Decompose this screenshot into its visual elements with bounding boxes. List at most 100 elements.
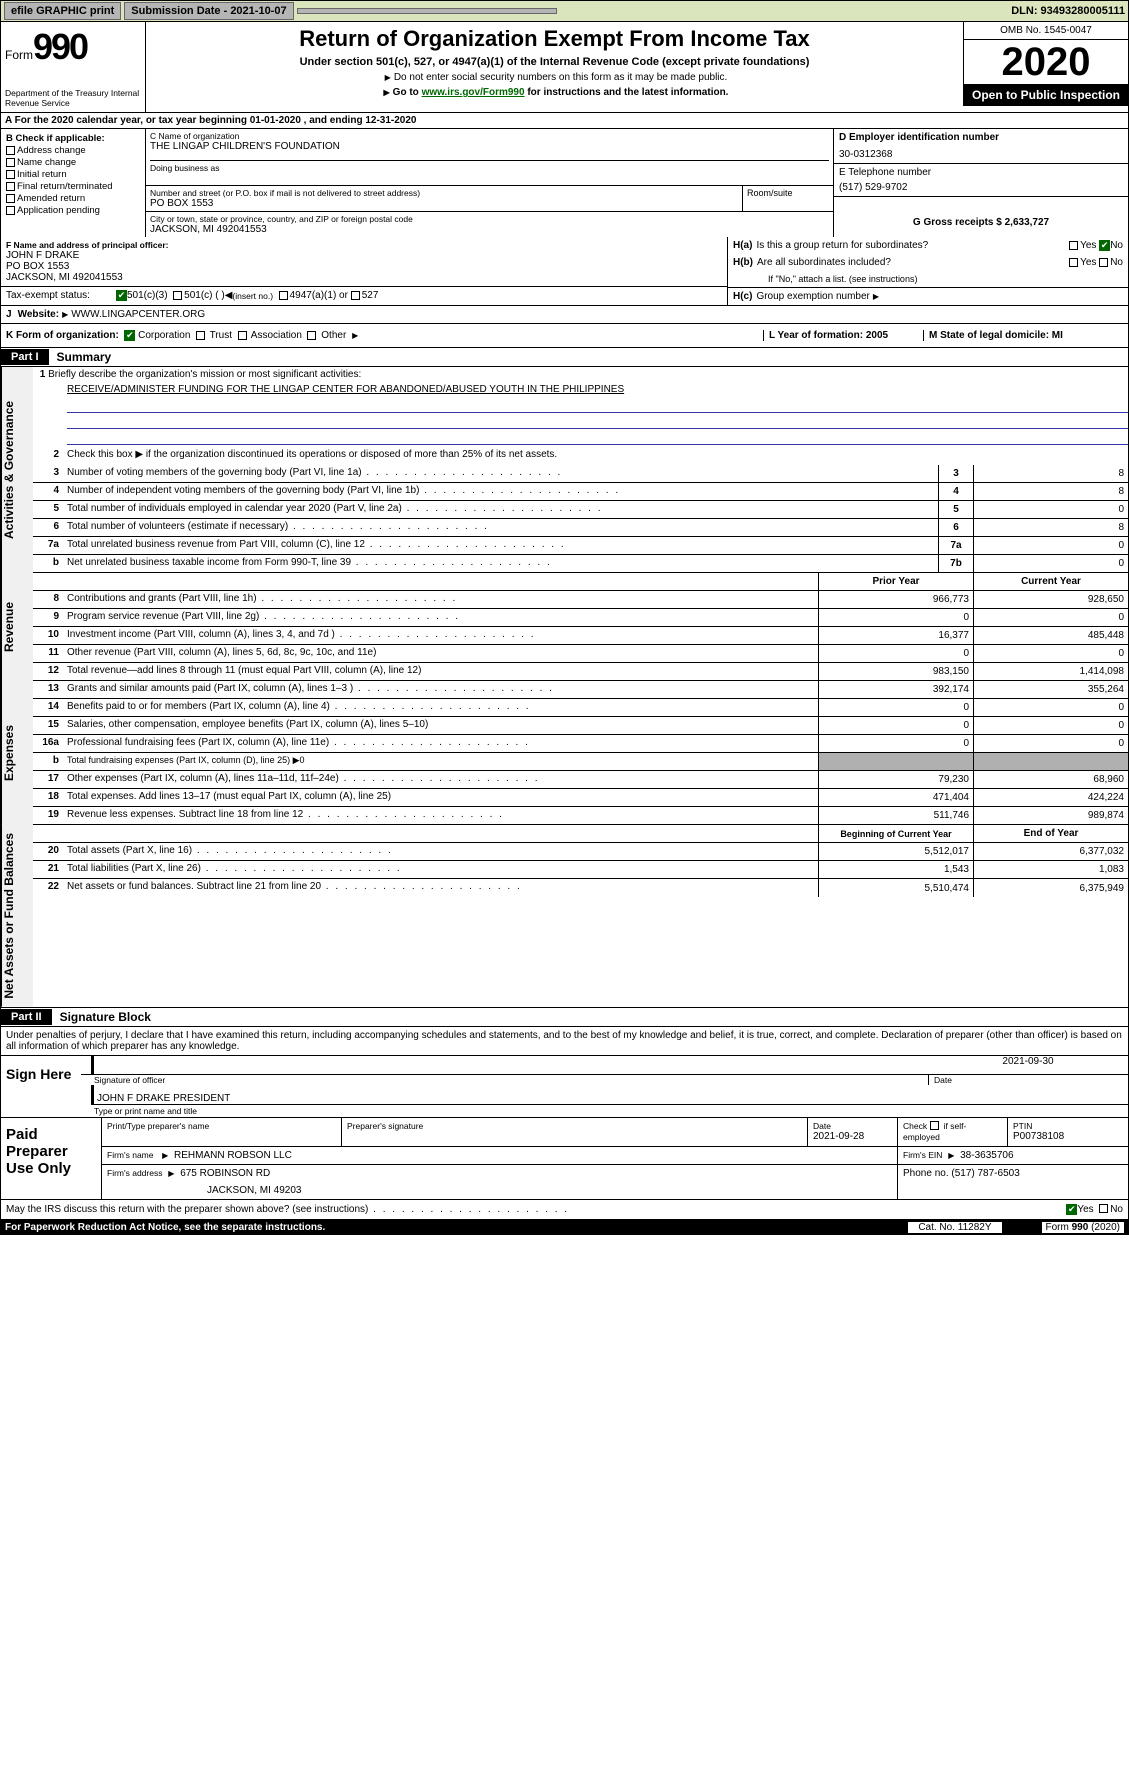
line16a-text: Professional fundraising fees (Part IX, … — [63, 735, 818, 752]
ein-value: 30-0312368 — [839, 149, 1123, 160]
line12-text: Total revenue—add lines 8 through 11 (mu… — [63, 663, 818, 680]
footer: For Paperwork Reduction Act Notice, see … — [0, 1220, 1129, 1235]
officer-addr2: JACKSON, MI 492041553 — [6, 272, 722, 283]
form-title: Return of Organization Exempt From Incom… — [150, 26, 959, 52]
state-domicile: M State of legal domicile: MI — [923, 330, 1123, 341]
line5-text: Total number of individuals employed in … — [63, 501, 938, 518]
checkbox-association[interactable] — [238, 331, 247, 340]
tax-year: 2020 — [964, 40, 1128, 84]
form-word: Form — [5, 48, 33, 62]
checkbox-self-employed[interactable] — [930, 1121, 939, 1130]
room-label: Room/suite — [743, 186, 833, 211]
discuss-no[interactable] — [1099, 1204, 1108, 1213]
checkbox-final-return[interactable] — [6, 182, 15, 191]
hb-text: Are all subordinates included? — [757, 257, 891, 268]
line7b-text: Net unrelated business taxable income fr… — [63, 555, 938, 572]
website-link[interactable]: WWW.LINGAPCENTER.ORG — [71, 309, 205, 320]
ha-text: Is this a group return for subordinates? — [756, 240, 928, 251]
checkbox-4947[interactable] — [279, 291, 288, 300]
side-expenses: Expenses — [1, 681, 33, 825]
line22-text: Net assets or fund balances. Subtract li… — [63, 879, 818, 897]
line4-val: 8 — [973, 483, 1128, 500]
line5-val: 0 — [973, 501, 1128, 518]
website-row: J Website: WWW.LINGAPCENTER.ORG — [0, 306, 1129, 324]
sig-officer-label: Signature of officer — [81, 1075, 928, 1085]
firm-ein: 38-3635706 — [960, 1150, 1013, 1161]
ssn-note: Do not enter social security numbers on … — [150, 72, 959, 83]
checkbox-name-change[interactable] — [6, 158, 15, 167]
mission-value: RECEIVE/ADMINISTER FUNDING FOR THE LINGA… — [33, 382, 1128, 397]
name-label: C Name of organization — [150, 131, 829, 141]
hb-yes[interactable] — [1069, 258, 1078, 267]
checkbox-corporation[interactable]: ✔ — [124, 330, 135, 341]
street-value: PO BOX 1553 — [150, 198, 738, 209]
line10-text: Investment income (Part VIII, column (A)… — [63, 627, 818, 644]
ha-yes[interactable] — [1069, 241, 1078, 250]
side-netassets: Net Assets or Fund Balances — [1, 825, 33, 1007]
dba-label: Doing business as — [150, 160, 829, 173]
checkbox-501c3[interactable]: ✔ — [116, 290, 127, 301]
line6-text: Total number of volunteers (estimate if … — [63, 519, 938, 536]
dept-label: Department of the Treasury Internal Reve… — [5, 88, 141, 108]
tax-year-range: A For the 2020 calendar year, or tax yea… — [0, 113, 1129, 129]
org-name: THE LINGAP CHILDREN'S FOUNDATION — [150, 141, 829, 152]
ha-no[interactable]: ✔ — [1099, 240, 1110, 251]
line7a-text: Total unrelated business revenue from Pa… — [63, 537, 938, 554]
submission-date-label: Submission Date - 2021-10-07 — [124, 2, 293, 20]
tax-status-row: Tax-exempt status: ✔ 501(c)(3) 501(c) ( … — [1, 287, 727, 304]
discuss-row: May the IRS discuss this return with the… — [0, 1200, 1129, 1220]
checkbox-application-pending[interactable] — [6, 206, 15, 215]
line19-text: Revenue less expenses. Subtract line 18 … — [63, 807, 818, 824]
dln-label: DLN: 93493280005111 — [1011, 5, 1125, 17]
firm-phone: Phone no. (517) 787-6503 — [898, 1165, 1128, 1199]
checkbox-527[interactable] — [351, 291, 360, 300]
checkbox-amended-return[interactable] — [6, 194, 15, 203]
discuss-yes[interactable]: ✔ — [1066, 1204, 1077, 1215]
goto-note: Go to www.irs.gov/Form990 for instructio… — [150, 87, 959, 98]
line17-text: Other expenses (Part IX, column (A), lin… — [63, 771, 818, 788]
hb-no[interactable] — [1099, 258, 1108, 267]
phone-value: (517) 529-9702 — [839, 182, 1123, 193]
top-toolbar: efile GRAPHIC print Submission Date - 20… — [0, 0, 1129, 22]
line14-text: Benefits paid to or for members (Part IX… — [63, 699, 818, 716]
sign-date: 2021-09-30 — [1002, 1056, 1053, 1067]
subtitle: Under section 501(c), 527, or 4947(a)(1)… — [150, 56, 959, 68]
line7b-val: 0 — [973, 555, 1128, 572]
checkbox-address-change[interactable] — [6, 146, 15, 155]
firm-addr1: 675 ROBINSON RD — [180, 1168, 270, 1179]
officer-label: F Name and address of principal officer: — [6, 240, 168, 250]
block-b-c-d: B Check if applicable: Address change Na… — [0, 129, 1129, 237]
open-public-badge: Open to Public Inspection — [964, 84, 1128, 106]
ein-label: D Employer identification number — [839, 132, 1123, 143]
form-header: Form990 Department of the Treasury Inter… — [0, 22, 1129, 113]
firm-name: REHMANN ROBSON LLC — [174, 1150, 292, 1161]
checkbox-other[interactable] — [307, 331, 316, 340]
line11-text: Other revenue (Part VIII, column (A), li… — [63, 645, 818, 662]
line1-text: Briefly describe the organization's miss… — [48, 369, 361, 380]
checkbox-501c[interactable] — [173, 291, 182, 300]
hb-note: If "No," attach a list. (see instruction… — [728, 271, 1128, 288]
checkbox-initial-return[interactable] — [6, 170, 15, 179]
phone-label: E Telephone number — [839, 167, 1123, 178]
prior-year-hdr: Prior Year — [818, 573, 973, 590]
perjury-text: Under penalties of perjury, I declare th… — [0, 1027, 1129, 1056]
eoy-hdr: End of Year — [973, 825, 1128, 842]
efile-print-button[interactable]: efile GRAPHIC print — [4, 2, 121, 20]
part2-header: Part II Signature Block — [0, 1008, 1129, 1027]
line6-val: 8 — [973, 519, 1128, 536]
year-formation: L Year of formation: 2005 — [763, 330, 923, 341]
checkbox-trust[interactable] — [196, 331, 205, 340]
blank-button — [297, 8, 557, 14]
street-label: Number and street (or P.O. box if mail i… — [150, 188, 738, 198]
omb-number: OMB No. 1545-0047 — [964, 22, 1128, 40]
firm-addr2: JACKSON, MI 49203 — [107, 1185, 892, 1196]
officer-name: JOHN F DRAKE — [6, 250, 722, 261]
signer-name-label: Type or print name and title — [91, 1104, 1128, 1117]
boy-hdr: Beginning of Current Year — [818, 825, 973, 842]
city-value: JACKSON, MI 492041553 — [150, 224, 829, 235]
line20-text: Total assets (Part X, line 16) — [63, 843, 818, 860]
line4-text: Number of independent voting members of … — [63, 483, 938, 500]
paid-preparer-block: Paid Preparer Use Only Print/Type prepar… — [0, 1118, 1129, 1200]
irs-link[interactable]: www.irs.gov/Form990 — [422, 87, 525, 98]
gross-receipts: G Gross receipts $ 2,633,727 — [834, 197, 1128, 231]
